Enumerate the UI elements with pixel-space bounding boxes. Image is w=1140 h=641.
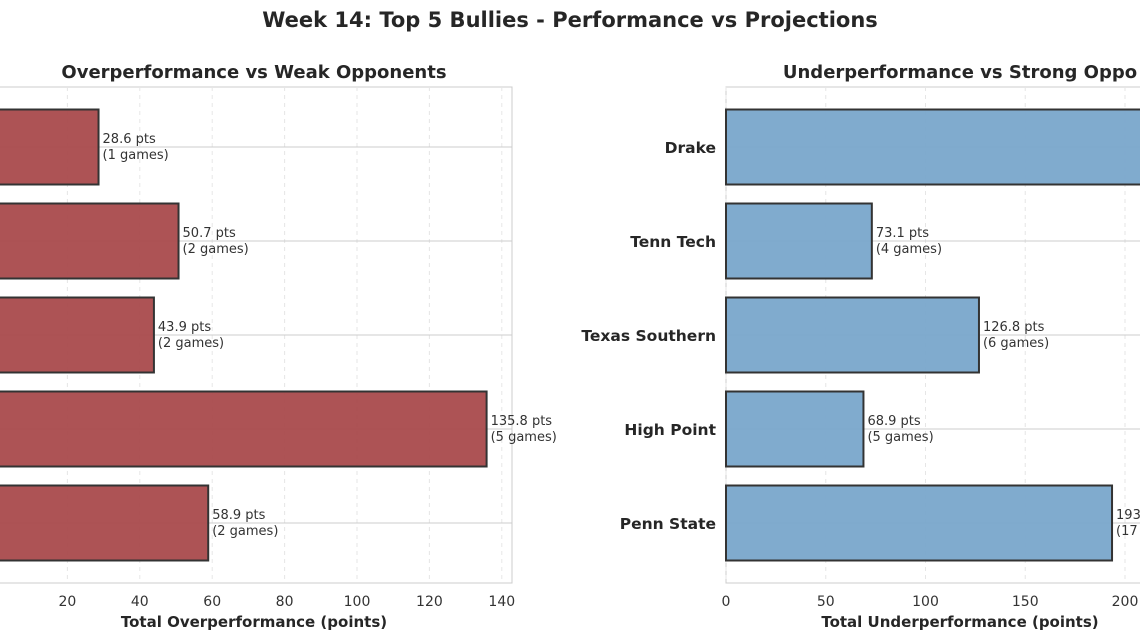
x-tick-label: 200: [1112, 594, 1139, 610]
bar: [725, 296, 980, 374]
bar-games-label: (17 games): [1116, 524, 1140, 539]
x-tick-label: 20: [58, 594, 76, 610]
chart-title: Week 14: Top 5 Bullies - Performance vs …: [262, 8, 878, 32]
x-tick-label: 140: [488, 594, 515, 610]
x-tick-label: 150: [1012, 594, 1039, 610]
x-axis-label: Total Overperformance (points): [121, 613, 387, 631]
y-category-label: High Point: [624, 421, 716, 439]
x-tick-label: 0: [722, 594, 731, 610]
bar-value-label: 43.9 pts: [158, 320, 211, 335]
bar: [0, 484, 210, 562]
bar: [725, 390, 865, 468]
bar-games-label: (6 games): [983, 336, 1049, 351]
bar-value-label: 126.8 pts: [983, 320, 1045, 335]
bar-games-label: (1 games): [103, 148, 169, 163]
x-tick-label: 100: [344, 594, 371, 610]
bar-value-label: 73.1 pts: [876, 226, 929, 241]
bar-games-label: (2 games): [183, 242, 249, 257]
right-panel: Underperformance vs Strong Oppo 0 50 100 150…: [581, 62, 1140, 631]
x-tick-label: 60: [203, 594, 221, 610]
x-tick-label: 40: [131, 594, 149, 610]
bar: [725, 108, 1140, 186]
bar-games-label: (5 games): [867, 430, 933, 445]
bar: [0, 202, 180, 280]
bar: [725, 202, 873, 280]
bar: [0, 108, 100, 186]
bar-value-label: 193.5 pts: [1116, 508, 1140, 523]
bar: [725, 484, 1114, 562]
bar-value-label: 135.8 pts: [491, 414, 553, 429]
bar-games-label: (4 games): [876, 242, 942, 257]
y-category-label: Tenn Tech: [630, 233, 716, 251]
subplot-title: Overperformance vs Weak Opponents: [61, 62, 446, 83]
x-tick-label: 120: [416, 594, 443, 610]
bar-games-label: (5 games): [491, 430, 557, 445]
bar-games-label: (2 games): [212, 524, 278, 539]
subplot-title: Underperformance vs Strong Oppo: [783, 62, 1137, 83]
bar-value-label: 50.7 pts: [183, 226, 236, 241]
bar-value-label: 28.6 pts: [103, 132, 156, 147]
bar-value-label: 68.9 pts: [867, 414, 920, 429]
bar: [0, 390, 488, 468]
bar-games-label: (2 games): [158, 336, 224, 351]
y-category-label: Texas Southern: [581, 327, 716, 345]
x-tick-label: 80: [276, 594, 294, 610]
x-tick-label: 50: [817, 594, 835, 610]
y-category-label: Penn State: [620, 515, 716, 533]
bar-value-label: 58.9 pts: [212, 508, 265, 523]
bar: [0, 296, 155, 374]
left-panel: Overperformance vs Weak Opponents 20 40 60 8…: [0, 62, 557, 631]
x-axis-label: Total Underperformance (points): [821, 613, 1098, 631]
x-tick-label: 100: [912, 594, 939, 610]
y-category-label: Drake: [665, 139, 716, 157]
